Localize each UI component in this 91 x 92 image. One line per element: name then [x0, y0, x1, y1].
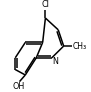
Text: CH₃: CH₃	[72, 42, 87, 51]
Text: OH: OH	[13, 82, 25, 91]
Text: Cl: Cl	[41, 0, 49, 9]
Text: N: N	[52, 57, 58, 66]
